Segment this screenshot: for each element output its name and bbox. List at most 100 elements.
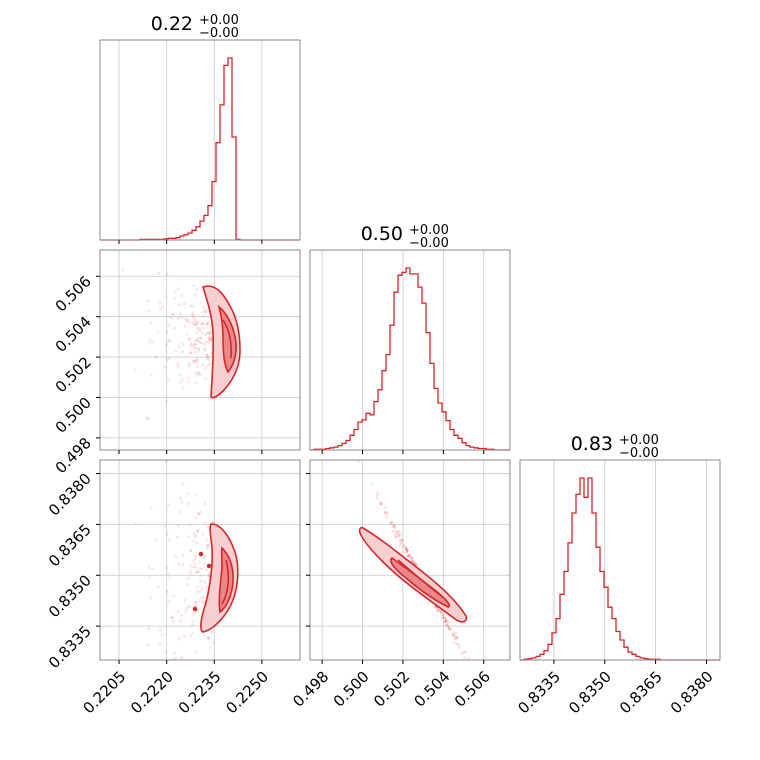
sample-point-r2-c1	[357, 460, 360, 463]
sample-point-r2-c0	[147, 627, 151, 630]
sample-point-r1-c0	[195, 322, 198, 326]
sample-point-r2-c1	[446, 623, 449, 627]
sample-point-r2-c0	[197, 512, 200, 516]
sample-point-r2-c0	[177, 637, 181, 641]
sample-point-r2-c0	[184, 610, 188, 614]
sample-point-r1-c0	[197, 372, 200, 376]
sample-point-r2-c1	[456, 636, 459, 640]
sample-point-r1-c0	[205, 353, 209, 357]
sample-point-r2-c0	[196, 608, 200, 612]
sample-point-r1-c0	[195, 287, 199, 291]
sample-point-r2-c1	[444, 619, 448, 623]
sample-point-r2-c1	[443, 620, 446, 624]
sample-point-r1-c0	[187, 337, 191, 340]
sample-point-r1-c0	[179, 312, 182, 316]
sample-point-r2-c1	[405, 549, 409, 553]
sample-point-r2-c1	[391, 530, 395, 533]
sample-point-r1-c0	[187, 380, 190, 384]
sample-point-r2-c0	[192, 532, 196, 535]
sample-point-r2-c0	[176, 535, 180, 539]
sample-point-r2-c1	[444, 620, 447, 623]
sample-point-r1-c0	[194, 381, 198, 385]
panel-frame-r1-c0	[99, 249, 301, 451]
sample-point-r2-c0	[179, 619, 182, 623]
sample-point-r1-c0	[196, 359, 200, 363]
sample-point-r2-c0	[164, 650, 168, 654]
sample-point-r2-c1	[444, 618, 448, 622]
sample-point-r1-c0	[198, 329, 202, 332]
ytick-label-r1-0: 0.498	[52, 434, 95, 477]
sample-point-r2-c0	[168, 576, 172, 580]
sample-point-r1-c0	[186, 318, 190, 322]
sample-point-r1-c0	[151, 340, 154, 344]
sample-point-r2-c1	[410, 559, 413, 563]
sample-point-r2-c0	[177, 562, 181, 566]
sample-point-r2-c1	[463, 656, 466, 660]
sample-point-r2-c0	[205, 543, 209, 547]
sample-point-r1-c0	[202, 308, 206, 312]
sample-point-r2-c0	[158, 628, 162, 632]
sample-point-r2-c0	[196, 570, 200, 573]
sample-point-r2-c0	[205, 585, 209, 589]
sample-point-r2-c0	[207, 574, 211, 578]
title-param-1: 0.22 +0.00 −0.00	[151, 13, 239, 41]
sample-point-r1-c0	[195, 331, 199, 334]
sample-point-r2-c1	[408, 553, 412, 557]
sample-point-r1-c0	[203, 342, 206, 346]
xtick-label-c1-2: 0.502	[370, 668, 413, 711]
ytick-label-r2-1: 0.8350	[45, 571, 95, 621]
sample-point-r1-c0	[158, 301, 162, 305]
xtick-label-c2-3: 0.8380	[667, 668, 717, 718]
histogram-param-1	[100, 57, 300, 241]
sample-point-r2-c1	[440, 616, 444, 620]
sample-point-r1-c0	[194, 350, 198, 354]
sample-point-r2-c1	[440, 610, 444, 613]
title-param-2-value: 0.50	[361, 223, 403, 245]
sample-point-r2-c0	[187, 502, 191, 506]
sample-point-r2-c0	[194, 554, 198, 558]
sample-point-r1-c0	[167, 323, 171, 327]
sample-point-r2-c1	[376, 492, 380, 495]
sample-point-r2-c0	[206, 636, 210, 640]
sample-point-r2-c0	[196, 529, 200, 533]
sample-point-r2-c0	[194, 571, 198, 575]
sample-point-r2-c1	[390, 521, 393, 525]
sample-point-r1-c0	[205, 331, 209, 335]
sample-point-r2-c0	[198, 598, 201, 602]
sample-point-r2-c0	[203, 562, 206, 566]
sample-point-r2-c1	[405, 548, 408, 552]
sample-point-r2-c0	[180, 656, 184, 660]
sample-point-r2-c1	[406, 554, 410, 558]
panel-frame-r0-c0	[99, 39, 301, 241]
sample-point-r2-c0	[179, 496, 182, 500]
sample-point-r2-c1	[375, 493, 379, 497]
sample-point-r2-c1	[412, 559, 415, 563]
sample-point-r2-c1	[408, 554, 412, 558]
sample-point-r2-c0	[194, 566, 198, 570]
sample-point-r2-c1	[444, 619, 448, 623]
sample-point-r1-c0	[194, 371, 198, 375]
sample-point-r1-c0	[208, 337, 212, 341]
sample-point-r2-c1	[404, 546, 408, 550]
sample-point-r1-c0	[199, 336, 203, 340]
sample-point-r2-c1	[452, 631, 456, 635]
sample-point-r2-c0	[194, 650, 197, 654]
sample-point-r2-c0	[189, 569, 193, 572]
sample-point-r2-c0	[174, 657, 177, 661]
sample-point-r2-c1	[402, 551, 406, 555]
sample-point-r2-c1	[389, 521, 393, 524]
sample-point-r1-c0	[176, 316, 180, 320]
sample-point-r2-c0	[171, 619, 175, 623]
sample-point-r2-c1	[403, 543, 407, 547]
sample-point-r1-c0	[203, 367, 207, 370]
sample-point-r1-c0	[188, 338, 192, 342]
sample-point-r2-c1	[444, 616, 447, 619]
sample-point-r2-c0	[151, 567, 154, 571]
sample-point-r2-c0	[156, 585, 160, 589]
sample-point-r2-c0	[173, 652, 176, 655]
sample-point-r1-c0	[192, 346, 196, 350]
ytick-label-r1-4: 0.506	[52, 272, 95, 315]
sample-point-r2-c0	[194, 493, 198, 497]
ytick-label-r1-1: 0.500	[52, 394, 95, 437]
sample-point-r1-c0	[207, 336, 211, 340]
